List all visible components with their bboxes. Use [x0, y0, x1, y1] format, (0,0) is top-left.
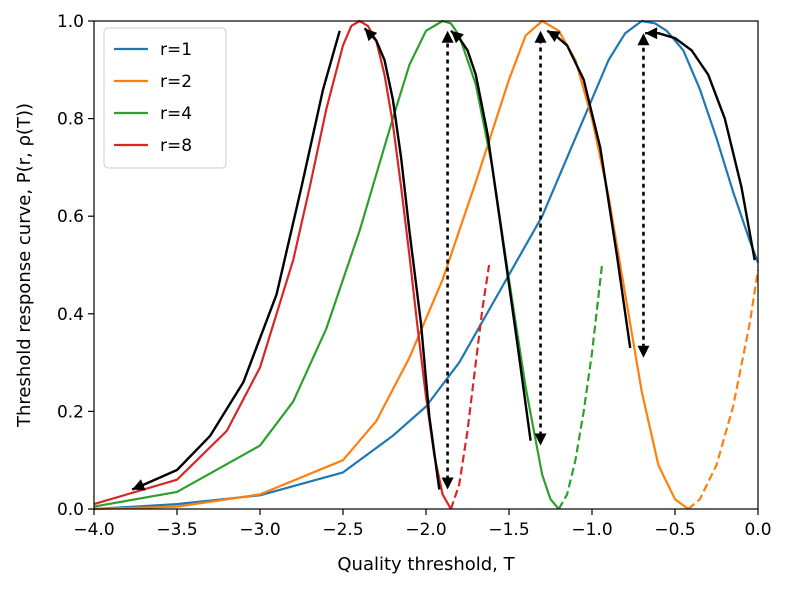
legend: r=1 r=2 r=4 r=8	[103, 27, 227, 169]
y-tick-label: 0.8	[57, 110, 84, 130]
transition-arrowhead-3	[450, 30, 464, 44]
jump-arrowhead-down-3	[637, 345, 650, 358]
x-tick-label: −3.5	[156, 520, 197, 540]
legend-label-r=4: r=4	[160, 104, 192, 124]
series-dashed-r=8	[449, 264, 491, 510]
y-axis-label: Threshold response curve, P(r, ρ(T))	[14, 103, 35, 428]
transition-arrowhead-2	[364, 28, 378, 42]
transition-curve-3	[450, 29, 532, 441]
x-tick-label: −2.0	[405, 520, 446, 540]
series-line-r=2	[93, 19, 689, 511]
y-tick-label: 0.0	[57, 500, 84, 520]
jump-arrowhead-down-1	[441, 477, 454, 490]
x-tick-label: −2.5	[322, 520, 363, 540]
jump-arrowhead-up-3	[637, 33, 650, 46]
x-tick-label: −3.0	[239, 520, 280, 540]
series-dashed-r=2	[687, 269, 760, 510]
transition-curve-4	[546, 29, 632, 349]
legend-label-r=1: r=1	[160, 40, 192, 60]
y-tick-label: 1.0	[57, 12, 84, 32]
series-line-r=8	[93, 19, 452, 510]
transition-arrowhead-1	[132, 479, 146, 491]
x-tick-label: 0.0	[744, 520, 771, 540]
series-dashed-r=4	[557, 264, 604, 510]
x-tick-label: −1.5	[488, 520, 529, 540]
transition-curve-5	[645, 32, 756, 261]
transition-arrowhead-4	[547, 30, 561, 43]
series-line-r=1	[93, 19, 760, 511]
transition-curve-1	[131, 30, 341, 491]
x-tick-label: −4.0	[73, 520, 114, 540]
x-tick-label: −1.0	[571, 520, 612, 540]
y-tick-label: 0.6	[57, 207, 84, 227]
y-tick-label: 0.2	[57, 402, 84, 422]
x-tick-label: −0.5	[654, 520, 695, 540]
legend-label-r=2: r=2	[160, 72, 192, 92]
annotation-layer	[131, 27, 756, 491]
jump-arrowhead-up-1	[441, 30, 454, 43]
jump-arrowhead-up-2	[534, 30, 547, 43]
legend-label-r=8: r=8	[160, 136, 192, 156]
x-axis-label: Quality threshold, T	[337, 554, 515, 575]
axis-ticks: −4.0 −3.5 −3.0 −2.5 −2.0 −1.5 −1.0 −0.5 0.0 0.0 0.…	[57, 12, 772, 540]
legend-box	[103, 27, 227, 169]
jump-arrowhead-down-2	[534, 433, 547, 446]
transition-arrowhead-5	[645, 27, 658, 40]
y-tick-label: 0.4	[57, 305, 84, 325]
transition-curve-2	[363, 27, 441, 490]
